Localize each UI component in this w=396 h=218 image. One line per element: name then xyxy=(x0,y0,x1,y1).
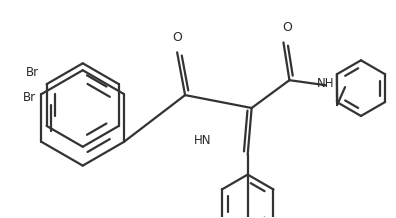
Text: O: O xyxy=(172,31,182,44)
Text: Br: Br xyxy=(25,66,39,79)
Text: NH: NH xyxy=(317,77,335,90)
Text: O: O xyxy=(282,22,292,34)
Text: Br: Br xyxy=(23,91,36,104)
Text: HN: HN xyxy=(194,134,212,147)
